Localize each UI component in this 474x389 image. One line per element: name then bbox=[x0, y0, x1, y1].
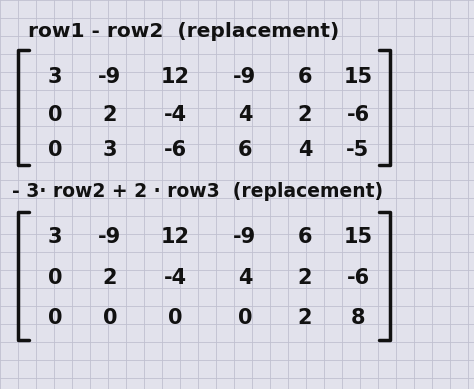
Text: -4: -4 bbox=[164, 105, 187, 125]
Text: 12: 12 bbox=[161, 227, 190, 247]
Text: - 3· row2 + 2 · row3  (replacement): - 3· row2 + 2 · row3 (replacement) bbox=[12, 182, 383, 201]
Text: 4: 4 bbox=[298, 140, 312, 160]
Text: 3: 3 bbox=[48, 227, 62, 247]
Text: 0: 0 bbox=[48, 268, 62, 288]
Text: 3: 3 bbox=[103, 140, 117, 160]
Text: 15: 15 bbox=[344, 227, 373, 247]
Text: -9: -9 bbox=[99, 227, 122, 247]
Text: 6: 6 bbox=[238, 140, 252, 160]
Text: 2: 2 bbox=[298, 105, 312, 125]
Text: 0: 0 bbox=[103, 308, 117, 328]
Text: 6: 6 bbox=[298, 227, 312, 247]
Text: -6: -6 bbox=[346, 268, 370, 288]
Text: 2: 2 bbox=[103, 105, 117, 125]
Text: 2: 2 bbox=[298, 308, 312, 328]
Text: 12: 12 bbox=[161, 67, 190, 87]
Text: 15: 15 bbox=[344, 67, 373, 87]
Text: -9: -9 bbox=[233, 227, 256, 247]
Text: -9: -9 bbox=[233, 67, 256, 87]
Text: -4: -4 bbox=[164, 268, 187, 288]
Text: 4: 4 bbox=[238, 268, 252, 288]
Text: 4: 4 bbox=[238, 105, 252, 125]
Text: -6: -6 bbox=[346, 105, 370, 125]
Text: 0: 0 bbox=[168, 308, 182, 328]
Text: -6: -6 bbox=[164, 140, 187, 160]
Text: 2: 2 bbox=[103, 268, 117, 288]
Text: 6: 6 bbox=[298, 67, 312, 87]
Text: 0: 0 bbox=[48, 105, 62, 125]
Text: 3: 3 bbox=[48, 67, 62, 87]
Text: 0: 0 bbox=[238, 308, 252, 328]
Text: 0: 0 bbox=[48, 308, 62, 328]
Text: row1 - row2  (replacement): row1 - row2 (replacement) bbox=[28, 22, 339, 41]
Text: -9: -9 bbox=[99, 67, 122, 87]
Text: -5: -5 bbox=[346, 140, 370, 160]
Text: 8: 8 bbox=[351, 308, 365, 328]
Text: 2: 2 bbox=[298, 268, 312, 288]
Text: 0: 0 bbox=[48, 140, 62, 160]
